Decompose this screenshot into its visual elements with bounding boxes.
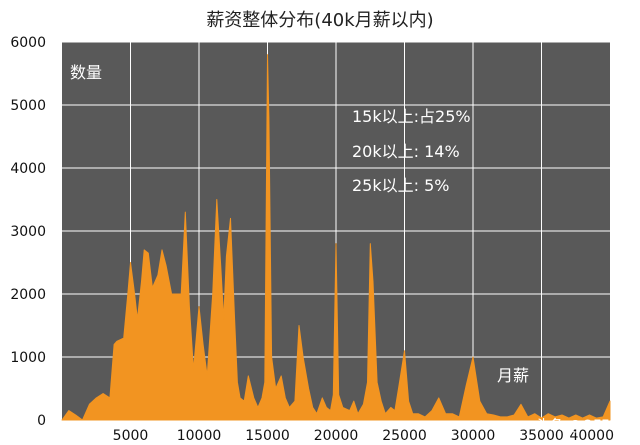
x-tick-label-3: 20000 (314, 428, 359, 444)
annotation-25k: 25k以上: 5% (352, 176, 450, 195)
x-axis-label: 月薪 (497, 366, 529, 385)
x-tick-label-5: 30000 (451, 428, 496, 444)
x-tick-label-7: 40000 (569, 428, 614, 444)
x-tick-label-2: 15000 (245, 428, 290, 444)
x-tick-label-6: 35000 (519, 428, 564, 444)
salary-area (61, 54, 611, 421)
x-tick-label-4: 25000 (382, 428, 427, 444)
chart-title: 薪资整体分布(40k月薪以内) (206, 10, 433, 31)
watermark: 头条 @OFFbb (536, 417, 627, 434)
y-tick-label-6: 6000 (10, 35, 46, 51)
y-tick-label-3: 3000 (10, 224, 46, 240)
y-tick-label-4: 4000 (10, 161, 46, 177)
x-axis-ticks: 5000 10000 15000 20000 25000 30000 35000 40000 (113, 428, 614, 444)
annotation-15k: 15k以上:占25% (352, 107, 471, 126)
y-tick-label-1: 1000 (10, 350, 46, 366)
area-series (61, 54, 611, 421)
y-tick-label-0: 0 (37, 413, 46, 429)
y-tick-label-2: 2000 (10, 287, 46, 303)
y-tick-label-5: 5000 (10, 98, 46, 114)
x-tick-label-1: 10000 (177, 428, 222, 444)
y-axis-label: 数量 (70, 63, 102, 82)
x-tick-label-0: 5000 (113, 428, 149, 444)
annotation-20k: 20k以上: 14% (352, 142, 460, 161)
y-axis-ticks: 0 1000 2000 3000 4000 5000 6000 (10, 35, 46, 429)
